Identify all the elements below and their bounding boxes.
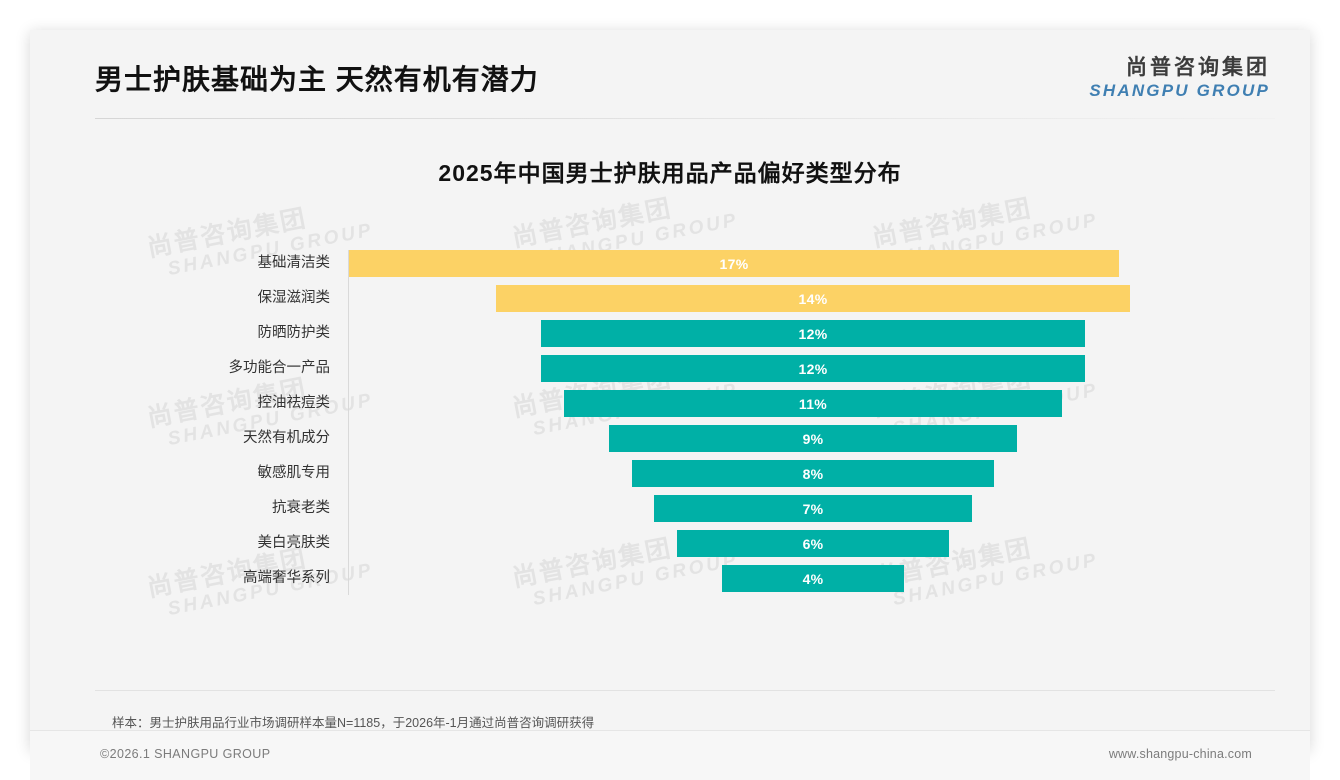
chart-row: 抗衰老类 7% xyxy=(95,495,1245,522)
bar-value-label: 9% xyxy=(802,430,824,447)
chart-bar[interactable]: 4% xyxy=(722,565,904,592)
chart-bar[interactable]: 11% xyxy=(563,390,1063,417)
header-divider xyxy=(95,118,1275,119)
category-label: 控油祛痘类 xyxy=(257,395,331,411)
chart-row: 防晒防护类 12% xyxy=(95,320,1245,347)
category-label: 保湿滋润类 xyxy=(257,290,331,306)
bar-track: 8% xyxy=(349,460,1245,487)
bar-value-label: 14% xyxy=(798,290,828,307)
chart-bar[interactable]: 7% xyxy=(654,495,972,522)
chart-bar[interactable]: 9% xyxy=(609,425,1017,452)
chart-row: 基础清洁类 17% xyxy=(95,250,1245,277)
bar-value-label: 4% xyxy=(802,570,824,587)
bar-track: 4% xyxy=(349,565,1245,592)
sample-footnote: 样本：男士护肤用品行业市场调研样本量N=1185，于2026年-1月通过尚普咨询… xyxy=(112,716,595,730)
brand-logo-en: SHANGPU GROUP xyxy=(1089,80,1270,100)
bar-track: 11% xyxy=(349,390,1245,417)
bar-value-label: 17% xyxy=(719,255,749,272)
chart-bar[interactable]: 14% xyxy=(495,285,1131,312)
footnote-divider xyxy=(95,690,1275,691)
category-label: 敏感肌专用 xyxy=(257,465,331,481)
chart-row: 天然有机成分 9% xyxy=(95,425,1245,452)
category-label: 抗衰老类 xyxy=(272,500,330,516)
chart-bar[interactable]: 17% xyxy=(349,250,1119,277)
category-label: 多功能合一产品 xyxy=(228,360,331,376)
bar-value-label: 8% xyxy=(802,465,824,482)
chart-row: 美白亮肤类 6% xyxy=(95,530,1245,557)
bar-track: 14% xyxy=(349,285,1245,312)
bar-value-label: 12% xyxy=(798,360,828,377)
copyright-text: ©2026.1 SHANGPU GROUP xyxy=(100,747,271,761)
website-link[interactable]: www.shangpu-china.com xyxy=(1108,747,1252,761)
slide-card: 尚普咨询集团 SHANGPU GROUP 尚普咨询集团 SHANGPU GROU… xyxy=(30,30,1310,780)
chart-row: 保湿滋润类 14% xyxy=(95,285,1245,312)
chart-row: 高端奢华系列 4% xyxy=(95,565,1245,592)
chart-row: 敏感肌专用 8% xyxy=(95,460,1245,487)
chart-bar[interactable]: 12% xyxy=(541,320,1085,347)
category-label: 基础清洁类 xyxy=(257,255,331,271)
bar-value-label: 7% xyxy=(802,500,824,517)
brand-logo-cn: 尚普咨询集团 xyxy=(1126,56,1270,79)
chart-bar[interactable]: 6% xyxy=(677,530,949,557)
category-label: 高端奢华系列 xyxy=(243,570,330,586)
page-title: 男士护肤基础为主 天然有机有潜力 xyxy=(95,64,539,95)
bar-value-label: 12% xyxy=(798,325,828,342)
funnel-chart: 基础清洁类 17% 保湿滋润类 14% 防晒防护类 12% 多功能合一产品 12% 控油祛痘类 1… xyxy=(95,250,1245,595)
slide-footer: ©2026.1 SHANGPU GROUP www.shangpu-china.… xyxy=(30,731,1310,780)
chart-area: 2025年中国男士护肤用品产品偏好类型分布 基础清洁类 17% 保湿滋润类 14% 防晒… xyxy=(30,122,1310,682)
slide-header: 男士护肤基础为主 天然有机有潜力 尚普咨询集团 SHANGPU GROUP xyxy=(30,30,1310,122)
chart-bar[interactable]: 12% xyxy=(541,355,1085,382)
bar-value-label: 6% xyxy=(802,535,824,552)
category-axis-line xyxy=(348,250,349,595)
category-label: 天然有机成分 xyxy=(243,430,330,446)
chart-row: 控油祛痘类 11% xyxy=(95,390,1245,417)
bar-track: 17% xyxy=(349,250,1245,277)
brand-logo: 尚普咨询集团 SHANGPU GROUP xyxy=(1089,56,1270,101)
bar-track: 9% xyxy=(349,425,1245,452)
chart-title: 2025年中国男士护肤用品产品偏好类型分布 xyxy=(438,160,902,186)
category-label: 防晒防护类 xyxy=(257,325,331,341)
bar-track: 6% xyxy=(349,530,1245,557)
bar-track: 12% xyxy=(349,355,1245,382)
chart-bar[interactable]: 8% xyxy=(631,460,995,487)
category-label: 美白亮肤类 xyxy=(257,535,331,551)
footer-divider xyxy=(30,730,1310,731)
chart-row: 多功能合一产品 12% xyxy=(95,355,1245,382)
bar-track: 7% xyxy=(349,495,1245,522)
bar-track: 12% xyxy=(349,320,1245,347)
bar-value-label: 11% xyxy=(798,395,828,412)
